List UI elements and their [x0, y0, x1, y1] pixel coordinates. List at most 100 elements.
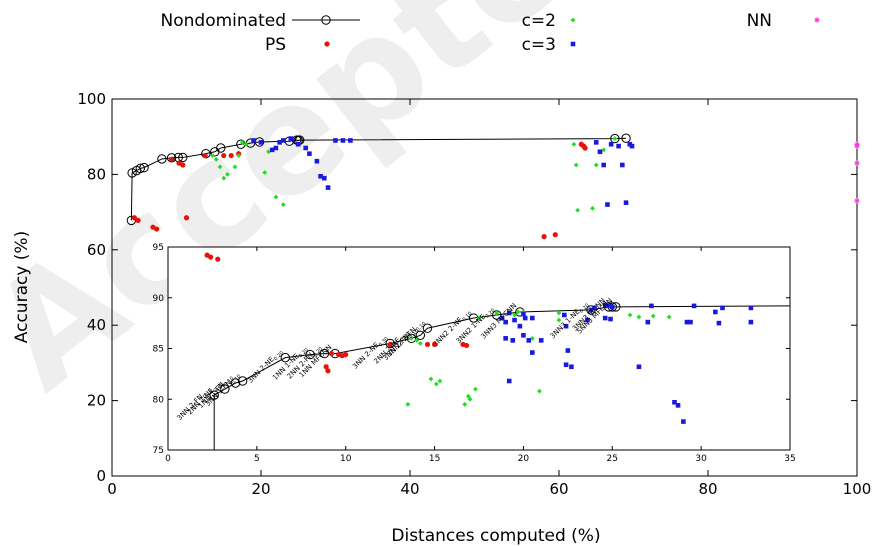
point-c3	[318, 173, 323, 179]
legend-marker-nondominated	[321, 15, 331, 25]
legend-label-c2: c=2	[522, 11, 556, 31]
inset-series-layer	[204, 252, 791, 450]
inset-point-c3	[565, 348, 571, 353]
inset-point-c3	[602, 315, 608, 321]
inset-point-nondominated	[305, 349, 315, 360]
point-c3	[303, 145, 308, 151]
inset-point-c3	[672, 399, 677, 405]
inset-point-c3	[517, 323, 523, 329]
point-c3	[333, 138, 338, 143]
point-c3	[273, 145, 279, 151]
inset-point-ps	[328, 350, 335, 357]
inset-point-c3	[499, 315, 505, 321]
inset-point-nondominated	[319, 348, 330, 359]
point-ps	[135, 217, 141, 223]
inset-point-c2	[467, 396, 473, 402]
point-nondominated	[216, 143, 226, 153]
inset-point-c3	[563, 362, 569, 368]
point-nn	[854, 160, 860, 166]
point-ps	[202, 152, 208, 159]
y-tick-label: 60	[87, 241, 106, 259]
y-tick-label: 40	[87, 316, 106, 334]
y-tick-label: 100	[77, 90, 106, 108]
inset-point-c3	[681, 419, 686, 424]
y-axis-label: Accuracy (%)	[12, 231, 32, 343]
inset-point-nondominated	[209, 390, 219, 400]
point-nondominated	[166, 153, 177, 163]
point-c3	[295, 141, 301, 147]
point-c2	[590, 205, 595, 211]
point-nn	[854, 143, 860, 149]
point-c2	[217, 164, 223, 170]
inset-point-nondominated	[280, 352, 290, 363]
inset-point-c3	[530, 350, 535, 355]
inset-point-c2	[465, 393, 471, 399]
inset-x-tick-label: 35	[784, 454, 795, 464]
point-c2	[243, 141, 249, 147]
inset-point-c2	[494, 310, 500, 316]
inset-y-tick-label: 90	[153, 294, 165, 304]
point-c2	[210, 153, 215, 158]
point-c2	[612, 136, 618, 141]
inset-point-c2	[405, 401, 411, 407]
point-c3	[269, 147, 275, 153]
inset-point-c3	[588, 307, 594, 313]
inset-x-tick-label: 20	[518, 454, 530, 464]
point-c2	[236, 153, 242, 158]
inset-point-c3	[526, 338, 532, 343]
point-ps	[541, 234, 547, 240]
point-c3	[251, 138, 256, 143]
inset-axis-ticks: 0 5 10 15 20 25 30 35 75 80 85 90 95	[153, 243, 796, 464]
inset-point-c3	[538, 338, 544, 343]
point-c3	[281, 138, 286, 143]
point-c3	[623, 200, 629, 205]
point-c2	[280, 202, 286, 207]
inset-point-c3	[510, 338, 516, 343]
x-tick-label: 60	[549, 480, 568, 498]
inset-point-c2	[529, 335, 535, 341]
inset-point-c3	[563, 323, 569, 329]
point-c3	[620, 162, 625, 168]
inset-point-c2	[556, 317, 562, 323]
legend-label-nondominated: Nondominated	[161, 11, 286, 31]
legend-marker-c2	[570, 17, 576, 23]
legend-label-ps: PS	[265, 35, 286, 55]
inset-point-c2	[636, 314, 642, 320]
point-c2	[593, 162, 599, 168]
inset-point-ps	[325, 368, 331, 374]
point-c3	[307, 151, 312, 156]
inset-y-tick-label: 80	[153, 395, 165, 405]
legend-label-c3: c=3	[522, 35, 556, 55]
point-nondominated	[135, 163, 146, 174]
point-c2	[221, 175, 227, 181]
main-series-layer	[126, 133, 860, 240]
point-c2	[225, 172, 230, 177]
point-nn	[854, 198, 860, 204]
inset-point-c3	[521, 311, 526, 317]
inset-point-c3	[748, 305, 754, 311]
inset-point-c3	[645, 319, 651, 325]
x-tick-label: 40	[400, 480, 419, 498]
inset-point-nondominated	[422, 323, 433, 333]
point-nondominated	[157, 154, 167, 164]
point-nn-stroke	[854, 143, 860, 149]
point-ps	[228, 152, 234, 159]
inset-point-c3	[521, 333, 526, 338]
inset-x-tick-label: 0	[165, 454, 171, 464]
inset-point-c2	[512, 312, 517, 318]
point-ps	[582, 145, 588, 151]
inset-point-nondominated	[220, 384, 230, 394]
y-tick-label: 20	[87, 392, 106, 410]
inset-point-c3	[503, 336, 508, 341]
point-nondominated	[178, 152, 188, 163]
point-ps	[183, 215, 190, 221]
inset-point-c2	[556, 310, 562, 316]
inset-point-nondominated	[230, 378, 241, 388]
inset-plot-frame	[167, 246, 791, 451]
point-c2	[239, 139, 245, 145]
inset-point-c3	[562, 312, 567, 318]
y-tick-label: 80	[87, 165, 106, 183]
inset-point-c3	[512, 317, 517, 323]
